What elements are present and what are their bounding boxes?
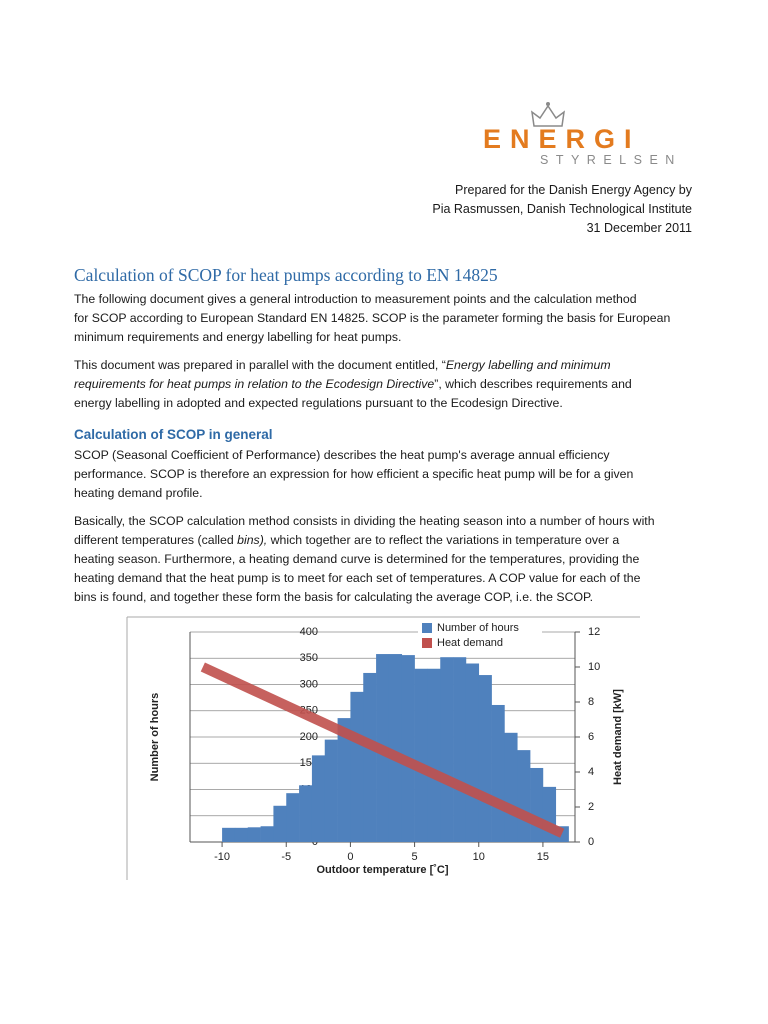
histogram-bar [414, 668, 428, 842]
histogram-bar [465, 663, 480, 842]
histogram-bar [504, 732, 518, 842]
text-segment: The following document gives a general i… [74, 292, 637, 306]
y2-tick-label: 2 [588, 801, 594, 813]
histogram-bar [440, 657, 454, 842]
histogram-bar [247, 827, 261, 842]
histogram-bar [491, 704, 505, 842]
prepared-line: 31 December 2011 [586, 221, 692, 235]
y2-tick-label: 6 [588, 731, 594, 743]
heat-demand-line [200, 662, 565, 838]
text-segment: minimum requirements and energy labellin… [74, 330, 402, 344]
histogram-bar [337, 718, 351, 842]
legend-swatch [422, 623, 432, 633]
histogram-bar [401, 655, 415, 842]
x-tick-label: 0 [347, 851, 353, 863]
prepared-line: Prepared for the Danish Energy Agency by [455, 183, 692, 197]
histogram-bar [530, 767, 544, 842]
histogram-bar [363, 672, 377, 842]
histogram-bar [388, 654, 403, 842]
text-line: heating demand profile. [74, 484, 203, 503]
y2-tick-label: 4 [588, 766, 594, 778]
text-segment: This document was prepared in parallel w… [74, 358, 446, 372]
text-segment: heating demand that the heat pump is to … [74, 571, 641, 585]
y2-tick-label: 8 [588, 696, 594, 708]
text-line: bins is found, and together these form t… [74, 588, 593, 607]
x-axis-title: Outdoor temperature [˚C] [317, 864, 449, 876]
text-segment: different temperatures (called [74, 533, 238, 547]
text-line: heating season. Furthermore, a heating d… [74, 550, 639, 569]
document-title: Calculation of SCOP for heat pumps accor… [74, 265, 498, 285]
legend-swatch [422, 638, 432, 648]
logo-name: ENERGI [483, 124, 641, 154]
prepared-line: Pia Rasmussen, Danish Technological Inst… [432, 202, 692, 216]
histogram-bar [260, 826, 274, 842]
histogram-bar [286, 793, 300, 842]
legend-box [418, 620, 542, 650]
y2-axis-title: Heat demand [kW] [612, 689, 624, 785]
text-segment: Energy labelling and minimum [445, 358, 611, 372]
section-heading: Calculation of SCOP in general [74, 427, 273, 442]
histogram-bar [517, 750, 531, 842]
text-line: energy labelling in adopted and expected… [74, 394, 563, 413]
histogram-bar [453, 657, 467, 842]
text-line: minimum requirements and energy labellin… [74, 328, 401, 347]
x-tick-label: 5 [412, 851, 418, 863]
text-line: SCOP (Seasonal Coefficient of Performanc… [74, 446, 610, 465]
text-segment: Basically, the SCOP calculation method c… [74, 514, 655, 528]
histogram-bar [234, 827, 249, 842]
text-line: This document was prepared in parallel w… [74, 356, 611, 375]
text-line: for SCOP according to European Standard … [74, 309, 670, 328]
text-segment: which together are to reflect the variat… [267, 533, 620, 547]
text-segment: bins), [237, 533, 268, 547]
legend-label: Heat demand [437, 637, 503, 649]
legend-label: Number of hours [437, 622, 519, 634]
logo-subtitle: STYRELSEN [540, 153, 682, 167]
text-line: Basically, the SCOP calculation method c… [74, 512, 655, 531]
text-line: The following document gives a general i… [74, 290, 637, 309]
x-tick-label: 15 [537, 851, 549, 863]
y-tick-label: 300 [300, 678, 318, 690]
text-segment: heating demand profile. [74, 486, 203, 500]
y2-tick-label: 12 [588, 626, 600, 638]
y2-tick-label: 10 [588, 661, 600, 673]
histogram-bar [350, 691, 364, 842]
text-segment: bins is found, and together these form t… [74, 590, 594, 604]
text-segment: ”, which describes requirements and [434, 377, 632, 391]
histogram-bar [273, 805, 287, 842]
x-tick-label: -10 [214, 851, 230, 863]
text-line: requirements for heat pumps in relation … [74, 375, 632, 394]
text-segment: for SCOP according to European Standard … [74, 311, 671, 325]
logo-crown [531, 102, 565, 127]
histogram-bar [478, 675, 492, 842]
x-tick-label: 10 [473, 851, 485, 863]
text-segment: performance. SCOP is therefore an expres… [74, 467, 634, 481]
text-line: heating demand that the heat pump is to … [74, 569, 640, 588]
histogram-bar [427, 668, 441, 842]
y2-tick-label: 0 [588, 836, 594, 848]
text-line: different temperatures (called bins), wh… [74, 531, 619, 550]
histogram-bar [222, 827, 236, 842]
text-segment: requirements for heat pumps in relation … [74, 377, 435, 391]
y-tick-label: 350 [300, 652, 318, 664]
histogram-bar [324, 739, 338, 842]
y-tick-label: 200 [300, 731, 318, 743]
x-tick-label: -5 [281, 851, 291, 863]
text-segment: energy labelling in adopted and expected… [74, 396, 563, 410]
text-line: performance. SCOP is therefore an expres… [74, 465, 633, 484]
y-tick-label: 400 [300, 626, 318, 638]
y-axis-title: Number of hours [149, 693, 161, 782]
histogram-bar [299, 785, 313, 842]
histogram-bar [311, 755, 326, 842]
text-segment: SCOP (Seasonal Coefficient of Performanc… [74, 448, 610, 462]
text-segment: heating season. Furthermore, a heating d… [74, 552, 640, 566]
